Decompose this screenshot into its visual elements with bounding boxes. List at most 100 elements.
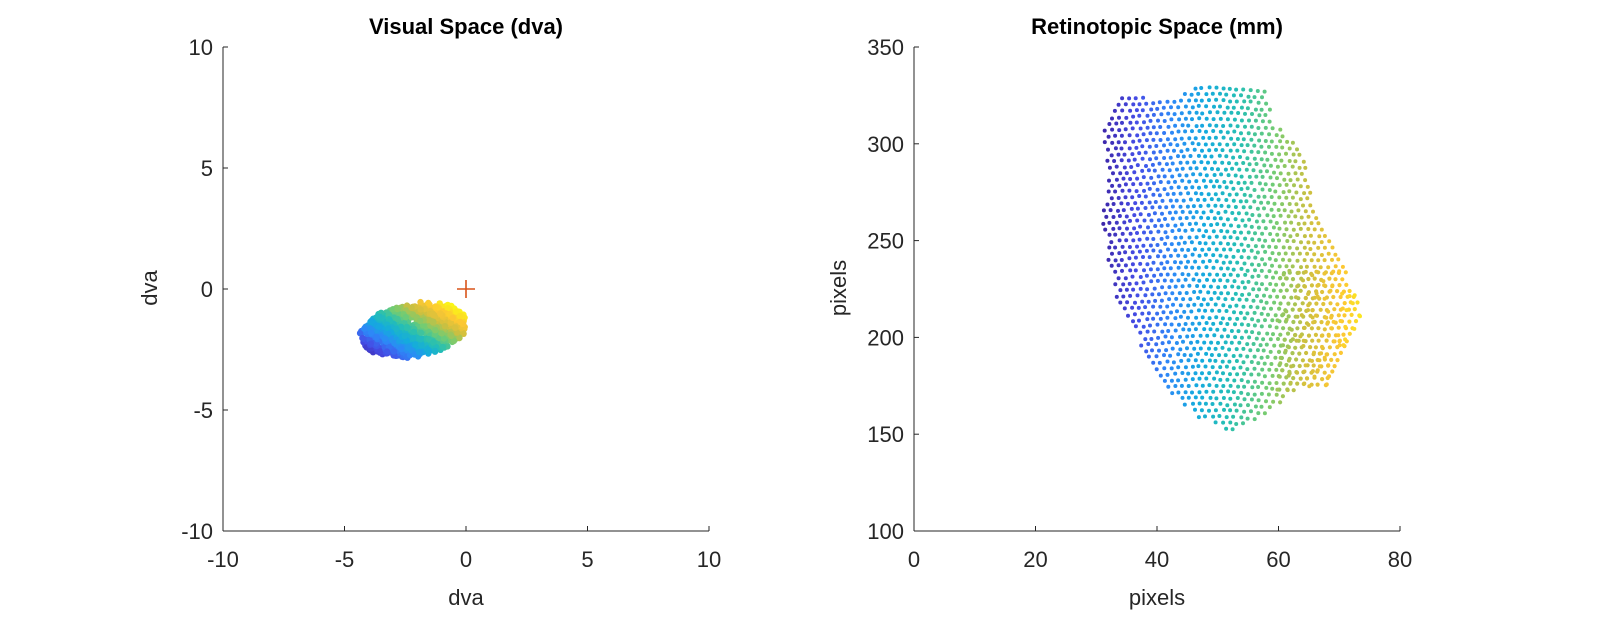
retinotopic-point <box>1255 294 1259 298</box>
retinotopic-point <box>1229 110 1234 115</box>
retinotopic-point <box>1268 175 1273 180</box>
retinotopic-point <box>1140 108 1145 113</box>
retinotopic-point <box>1287 268 1292 273</box>
retinotopic-point <box>1221 86 1226 91</box>
retinotopic-point <box>1194 124 1199 129</box>
visual-point <box>356 330 364 337</box>
visual-point <box>383 348 391 355</box>
retinotopic-point <box>1250 330 1255 335</box>
retinotopic-point <box>1221 98 1226 103</box>
retinotopic-point <box>1199 302 1204 307</box>
retinotopic-point <box>1271 275 1275 280</box>
retinotopic-point <box>1290 195 1295 200</box>
retinotopic-point <box>1124 115 1129 120</box>
retinotopic-point <box>1200 247 1205 252</box>
retinotopic-point <box>1227 192 1232 197</box>
retinotopic-point <box>1281 312 1286 317</box>
retinotopic-point <box>1244 329 1249 334</box>
retinotopic-point <box>1226 291 1230 296</box>
retinotopic-point <box>1207 123 1212 128</box>
retinotopic-point <box>1131 287 1136 292</box>
retinotopic-point <box>1275 387 1280 392</box>
retinotopic-point <box>1262 411 1267 416</box>
retinotopic-point <box>1347 288 1352 294</box>
retinotopic-point <box>1190 377 1195 382</box>
retinotopic-point <box>1322 234 1327 238</box>
retinotopic-point <box>1152 273 1157 278</box>
retinotopic-point <box>1128 177 1133 181</box>
retinotopic-point <box>1163 334 1168 339</box>
retinotopic-point <box>1197 401 1202 406</box>
retinotopic-point <box>1242 409 1247 414</box>
retinotopic-point <box>1303 269 1308 274</box>
retinotopic-point <box>1164 205 1169 210</box>
retinotopic-point <box>1267 132 1272 137</box>
retinotopic-point <box>1337 343 1342 348</box>
retinotopic-point <box>1189 92 1194 97</box>
retinotopic-point <box>1228 123 1233 128</box>
retinotopic-point <box>1180 284 1185 289</box>
retinotopic-point <box>1274 325 1279 330</box>
retinotopic-point <box>1234 408 1239 413</box>
retinotopic-point <box>1239 131 1243 136</box>
retinotopic-point <box>1256 225 1261 230</box>
retinotopic-point <box>1330 257 1334 262</box>
retinotopic-point <box>1340 306 1345 311</box>
visual-point <box>439 343 447 351</box>
retinotopic-point <box>1181 198 1186 203</box>
retinotopic-point <box>1294 357 1299 362</box>
retinotopic-point <box>1207 272 1212 277</box>
retinotopic-point <box>1176 352 1181 357</box>
retinotopic-point <box>1270 373 1275 378</box>
retinotopic-point <box>1214 97 1219 102</box>
retinotopic-point <box>1290 251 1295 256</box>
retinotopic-point <box>1169 322 1174 327</box>
retinotopic-point <box>1155 106 1160 111</box>
retinotopic-point <box>1178 347 1183 352</box>
retinotopic-point <box>1111 215 1116 219</box>
visual-point <box>408 304 415 311</box>
retinotopic-point <box>1159 261 1164 266</box>
retinotopic-point <box>1207 346 1211 351</box>
retinotopic-point <box>1193 247 1197 252</box>
retinotopic-point <box>1341 343 1346 348</box>
visual-point <box>385 330 392 338</box>
retinotopic-point <box>1302 191 1307 196</box>
visual-point <box>431 347 439 355</box>
retinotopic-point <box>1162 266 1167 271</box>
retinotopic-point <box>1244 167 1249 172</box>
retinotopic-point <box>1165 137 1170 142</box>
retinotopic-point <box>1335 302 1340 307</box>
visual-point <box>375 313 382 320</box>
retinotopic-point <box>1252 132 1257 137</box>
x-axis-label-visual: dva <box>448 585 484 610</box>
retinotopic-point <box>1255 89 1260 93</box>
retinotopic-point <box>1200 395 1205 400</box>
retinotopic-point <box>1170 291 1175 296</box>
retinotopic-point <box>1314 291 1319 296</box>
visual-point <box>440 335 448 342</box>
retinotopic-point <box>1239 174 1244 179</box>
retinotopic-point <box>1193 191 1198 196</box>
retinotopic-point <box>1155 267 1160 272</box>
retinotopic-y-tick-label: 200 <box>867 325 904 350</box>
retinotopic-point <box>1178 191 1183 196</box>
retinotopic-point <box>1222 110 1227 115</box>
retinotopic-point <box>1280 145 1285 150</box>
retinotopic-point <box>1206 216 1211 221</box>
retinotopic-point <box>1252 323 1257 328</box>
retinotopic-point <box>1159 298 1164 303</box>
visual-point <box>430 339 437 346</box>
retinotopic-point <box>1196 364 1201 369</box>
retinotopic-point <box>1250 385 1255 390</box>
retinotopic-point <box>1242 397 1247 402</box>
retinotopic-point <box>1190 185 1195 190</box>
retinotopic-point <box>1221 420 1226 425</box>
retinotopic-point <box>1299 171 1304 176</box>
retinotopic-point <box>1255 250 1260 255</box>
retinotopic-point <box>1203 142 1208 147</box>
retinotopic-point <box>1260 187 1265 192</box>
retinotopic-point <box>1295 258 1300 263</box>
retinotopic-point <box>1291 376 1296 381</box>
retinotopic-point <box>1206 192 1211 197</box>
